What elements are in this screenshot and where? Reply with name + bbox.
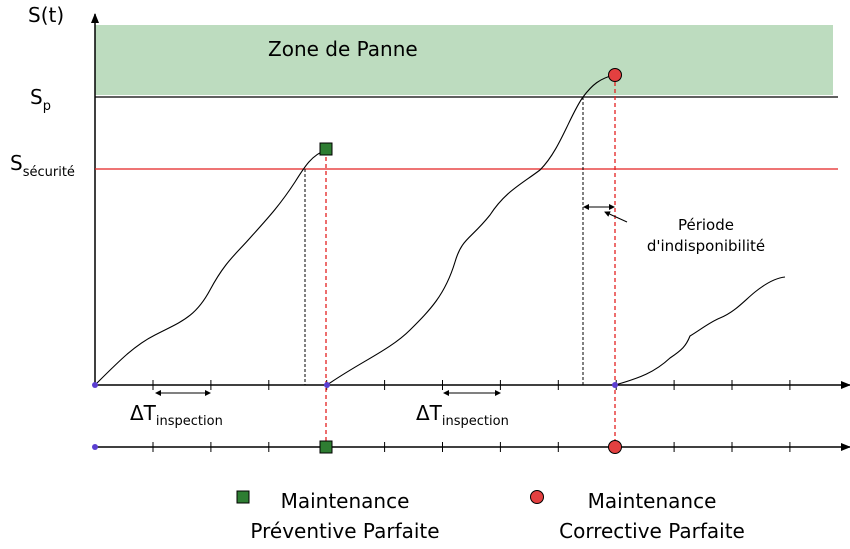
legend-swatch: [530, 490, 544, 504]
downtime-label: Période d'indisponibilité: [647, 216, 765, 255]
failure-zone: [95, 25, 833, 95]
legend-label: Maintenance Préventive Parfaite: [250, 489, 439, 543]
zone-label: Zone de Panne: [268, 37, 418, 61]
ticks: [152, 380, 791, 452]
interval-label: ΔTinspection: [130, 401, 223, 429]
curve-1: [94, 149, 327, 386]
start-dot: [92, 382, 98, 388]
start-dot: [612, 382, 618, 388]
pointer: [604, 211, 628, 223]
interval-label: ΔTinspection: [416, 401, 509, 429]
sp-label: Sp: [30, 85, 51, 114]
legend-label: Maintenance Corrective Parfaite: [559, 489, 745, 543]
y-label: S(t): [28, 3, 64, 27]
legend-swatch: [236, 490, 250, 504]
curve-2: [326, 74, 616, 386]
preventive-marker: [319, 440, 333, 454]
curve-3: [614, 276, 786, 386]
start-dot: [92, 444, 98, 450]
security-label: Ssécurité: [10, 151, 75, 180]
preventive-marker: [319, 142, 333, 156]
start-dot: [324, 382, 330, 388]
corrective-marker: [608, 440, 622, 454]
corrective-marker: [608, 68, 622, 82]
